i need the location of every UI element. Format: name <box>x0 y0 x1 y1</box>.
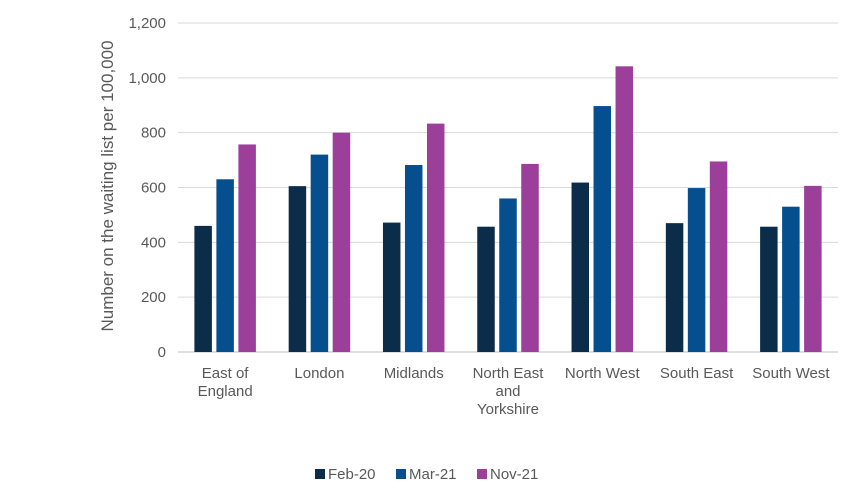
bar-mar-21-5 <box>687 188 706 352</box>
legend-label: Mar-21 <box>409 466 457 483</box>
y-tick-label: 0 <box>158 344 166 361</box>
bar-mar-21-1 <box>310 154 329 352</box>
bar-feb-20-1 <box>288 186 307 352</box>
bar-feb-20-4 <box>571 182 590 352</box>
x-category-label: Yorkshire <box>477 401 539 418</box>
bar-feb-20-3 <box>477 226 495 352</box>
bar-mar-21-6 <box>782 206 800 352</box>
bar-nov-21-0 <box>238 144 256 352</box>
bar-feb-20-2 <box>382 222 401 352</box>
bars <box>194 66 822 353</box>
legend-swatch-mar-21 <box>396 469 406 479</box>
y-tick-label: 800 <box>141 125 166 142</box>
x-category-label: South East <box>660 365 734 382</box>
y-tick-label: 600 <box>141 180 166 197</box>
bar-feb-20-0 <box>194 225 212 352</box>
bar-feb-20-5 <box>665 223 684 352</box>
bar-nov-21-2 <box>426 123 445 352</box>
y-axis-title: Number on the waiting list per 100,000 <box>98 40 117 331</box>
x-category-label: North East <box>473 365 545 382</box>
legend-swatch-feb-20 <box>315 469 325 479</box>
bar-nov-21-4 <box>615 66 634 353</box>
y-tick-label: 1,200 <box>128 15 166 32</box>
x-category-label: East of <box>202 365 250 382</box>
bar-mar-21-0 <box>216 179 234 352</box>
bar-nov-21-5 <box>709 161 728 352</box>
legend-swatch-nov-21 <box>477 469 487 479</box>
x-category-label: South West <box>752 365 830 382</box>
bar-feb-20-6 <box>760 226 778 352</box>
legend: Feb-20 Mar-21 Nov-21 <box>315 466 538 483</box>
bar-nov-21-3 <box>521 163 539 352</box>
y-tick-label: 400 <box>141 234 166 251</box>
y-tick-label: 200 <box>141 289 166 306</box>
y-axis-ticks: 0 200 400 600 800 1,000 1,200 <box>128 15 166 361</box>
x-category-label: London <box>294 365 344 382</box>
legend-label: Feb-20 <box>328 466 376 483</box>
bar-mar-21-3 <box>499 198 517 352</box>
x-category-label: Midlands <box>384 365 444 382</box>
bar-nov-21-6 <box>804 185 822 352</box>
bar-nov-21-1 <box>332 132 351 352</box>
x-category-label: England <box>198 383 253 400</box>
x-category-label: North West <box>565 365 641 382</box>
legend-label: Nov-21 <box>490 466 538 483</box>
bar-mar-21-2 <box>404 165 423 352</box>
x-category-label: and <box>495 383 520 400</box>
y-tick-label: 1,000 <box>128 70 166 87</box>
bar-mar-21-4 <box>593 106 612 352</box>
